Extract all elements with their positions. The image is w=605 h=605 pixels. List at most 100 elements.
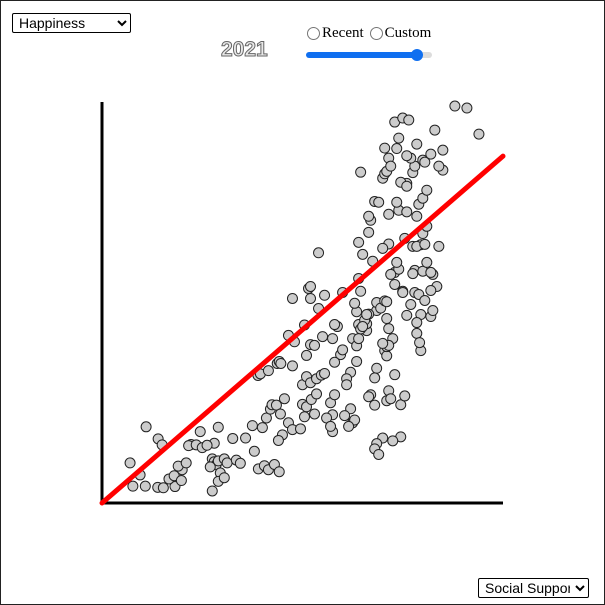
data-point xyxy=(273,466,285,478)
regression-line xyxy=(99,153,506,506)
data-point xyxy=(274,408,286,420)
year-label: 2021 xyxy=(221,38,269,62)
data-point xyxy=(373,448,385,460)
data-point xyxy=(218,472,230,484)
data-point xyxy=(395,399,407,411)
data-point xyxy=(313,247,325,259)
radio-custom[interactable]: Custom xyxy=(369,25,432,42)
data-point xyxy=(377,242,389,254)
data-point xyxy=(361,309,373,321)
radio-recent[interactable]: Recent xyxy=(307,25,364,42)
data-point xyxy=(157,482,169,494)
data-point xyxy=(343,420,355,432)
data-point xyxy=(270,399,282,411)
data-point xyxy=(325,420,337,432)
radio-custom-label: Custom xyxy=(384,25,432,41)
data-point xyxy=(201,439,213,451)
data-point xyxy=(381,350,393,362)
data-point xyxy=(363,226,375,238)
data-point xyxy=(405,299,417,311)
data-point xyxy=(397,286,409,298)
data-point xyxy=(385,393,397,405)
data-point xyxy=(419,294,431,306)
data-point xyxy=(256,422,268,434)
data-point xyxy=(393,132,405,144)
slider-thumb[interactable] xyxy=(410,49,423,61)
data-point xyxy=(371,362,383,374)
data-point xyxy=(246,420,258,432)
data-point xyxy=(369,372,381,384)
slider-track-empty xyxy=(416,52,432,58)
data-point xyxy=(349,297,361,309)
data-point xyxy=(407,268,419,280)
data-point xyxy=(341,379,353,391)
data-point xyxy=(194,426,206,438)
data-point xyxy=(140,421,152,433)
data-point xyxy=(401,150,413,162)
data-point xyxy=(391,256,403,268)
data-point xyxy=(433,240,445,252)
data-point xyxy=(425,284,437,296)
data-point xyxy=(301,349,313,361)
data-point xyxy=(319,289,331,301)
data-point xyxy=(234,457,246,469)
data-point xyxy=(206,485,218,497)
data-point xyxy=(127,480,139,492)
data-point xyxy=(377,337,389,349)
data-point xyxy=(353,333,365,345)
data-point xyxy=(339,410,351,422)
data-point xyxy=(473,128,485,140)
data-point xyxy=(272,434,284,446)
data-point xyxy=(262,365,274,377)
data-point xyxy=(363,210,375,222)
data-point xyxy=(391,196,403,208)
y-variable-select[interactable]: Happiness xyxy=(12,13,131,33)
data-point xyxy=(221,457,233,469)
data-point xyxy=(385,268,397,280)
data-point xyxy=(379,142,391,154)
data-point xyxy=(294,423,306,435)
data-point xyxy=(329,356,341,368)
data-point xyxy=(381,296,393,308)
radio-recent-input[interactable] xyxy=(307,27,320,40)
data-point xyxy=(391,143,403,155)
radio-custom-input[interactable] xyxy=(369,27,383,40)
data-point xyxy=(286,292,298,304)
x-variable-select[interactable]: Social Support xyxy=(478,578,589,598)
data-point xyxy=(449,100,461,112)
data-point xyxy=(311,388,323,400)
data-point xyxy=(357,321,369,333)
data-point xyxy=(419,156,431,168)
data-point xyxy=(305,280,317,292)
data-point xyxy=(411,210,423,222)
data-point xyxy=(305,292,317,304)
data-point xyxy=(319,367,331,379)
data-point xyxy=(227,432,239,444)
data-point xyxy=(299,411,311,423)
data-point xyxy=(425,148,437,160)
data-point xyxy=(389,278,401,290)
data-point xyxy=(278,393,290,405)
data-point xyxy=(383,208,395,220)
data-point xyxy=(351,355,363,367)
year-slider[interactable] xyxy=(306,49,434,61)
data-point xyxy=(401,309,413,321)
data-point xyxy=(385,160,397,172)
data-point xyxy=(357,248,369,260)
data-point xyxy=(425,266,437,278)
data-point xyxy=(387,435,399,447)
data-point xyxy=(421,256,433,268)
data-point xyxy=(461,102,473,114)
data-point xyxy=(175,475,187,487)
data-point xyxy=(419,238,431,250)
data-point xyxy=(411,138,423,150)
data-point xyxy=(437,144,449,156)
data-point xyxy=(401,180,413,192)
data-point xyxy=(139,480,151,492)
data-point xyxy=(389,369,401,381)
data-point xyxy=(327,333,339,345)
data-point xyxy=(355,285,367,297)
data-point xyxy=(355,166,367,178)
data-point xyxy=(180,457,192,469)
